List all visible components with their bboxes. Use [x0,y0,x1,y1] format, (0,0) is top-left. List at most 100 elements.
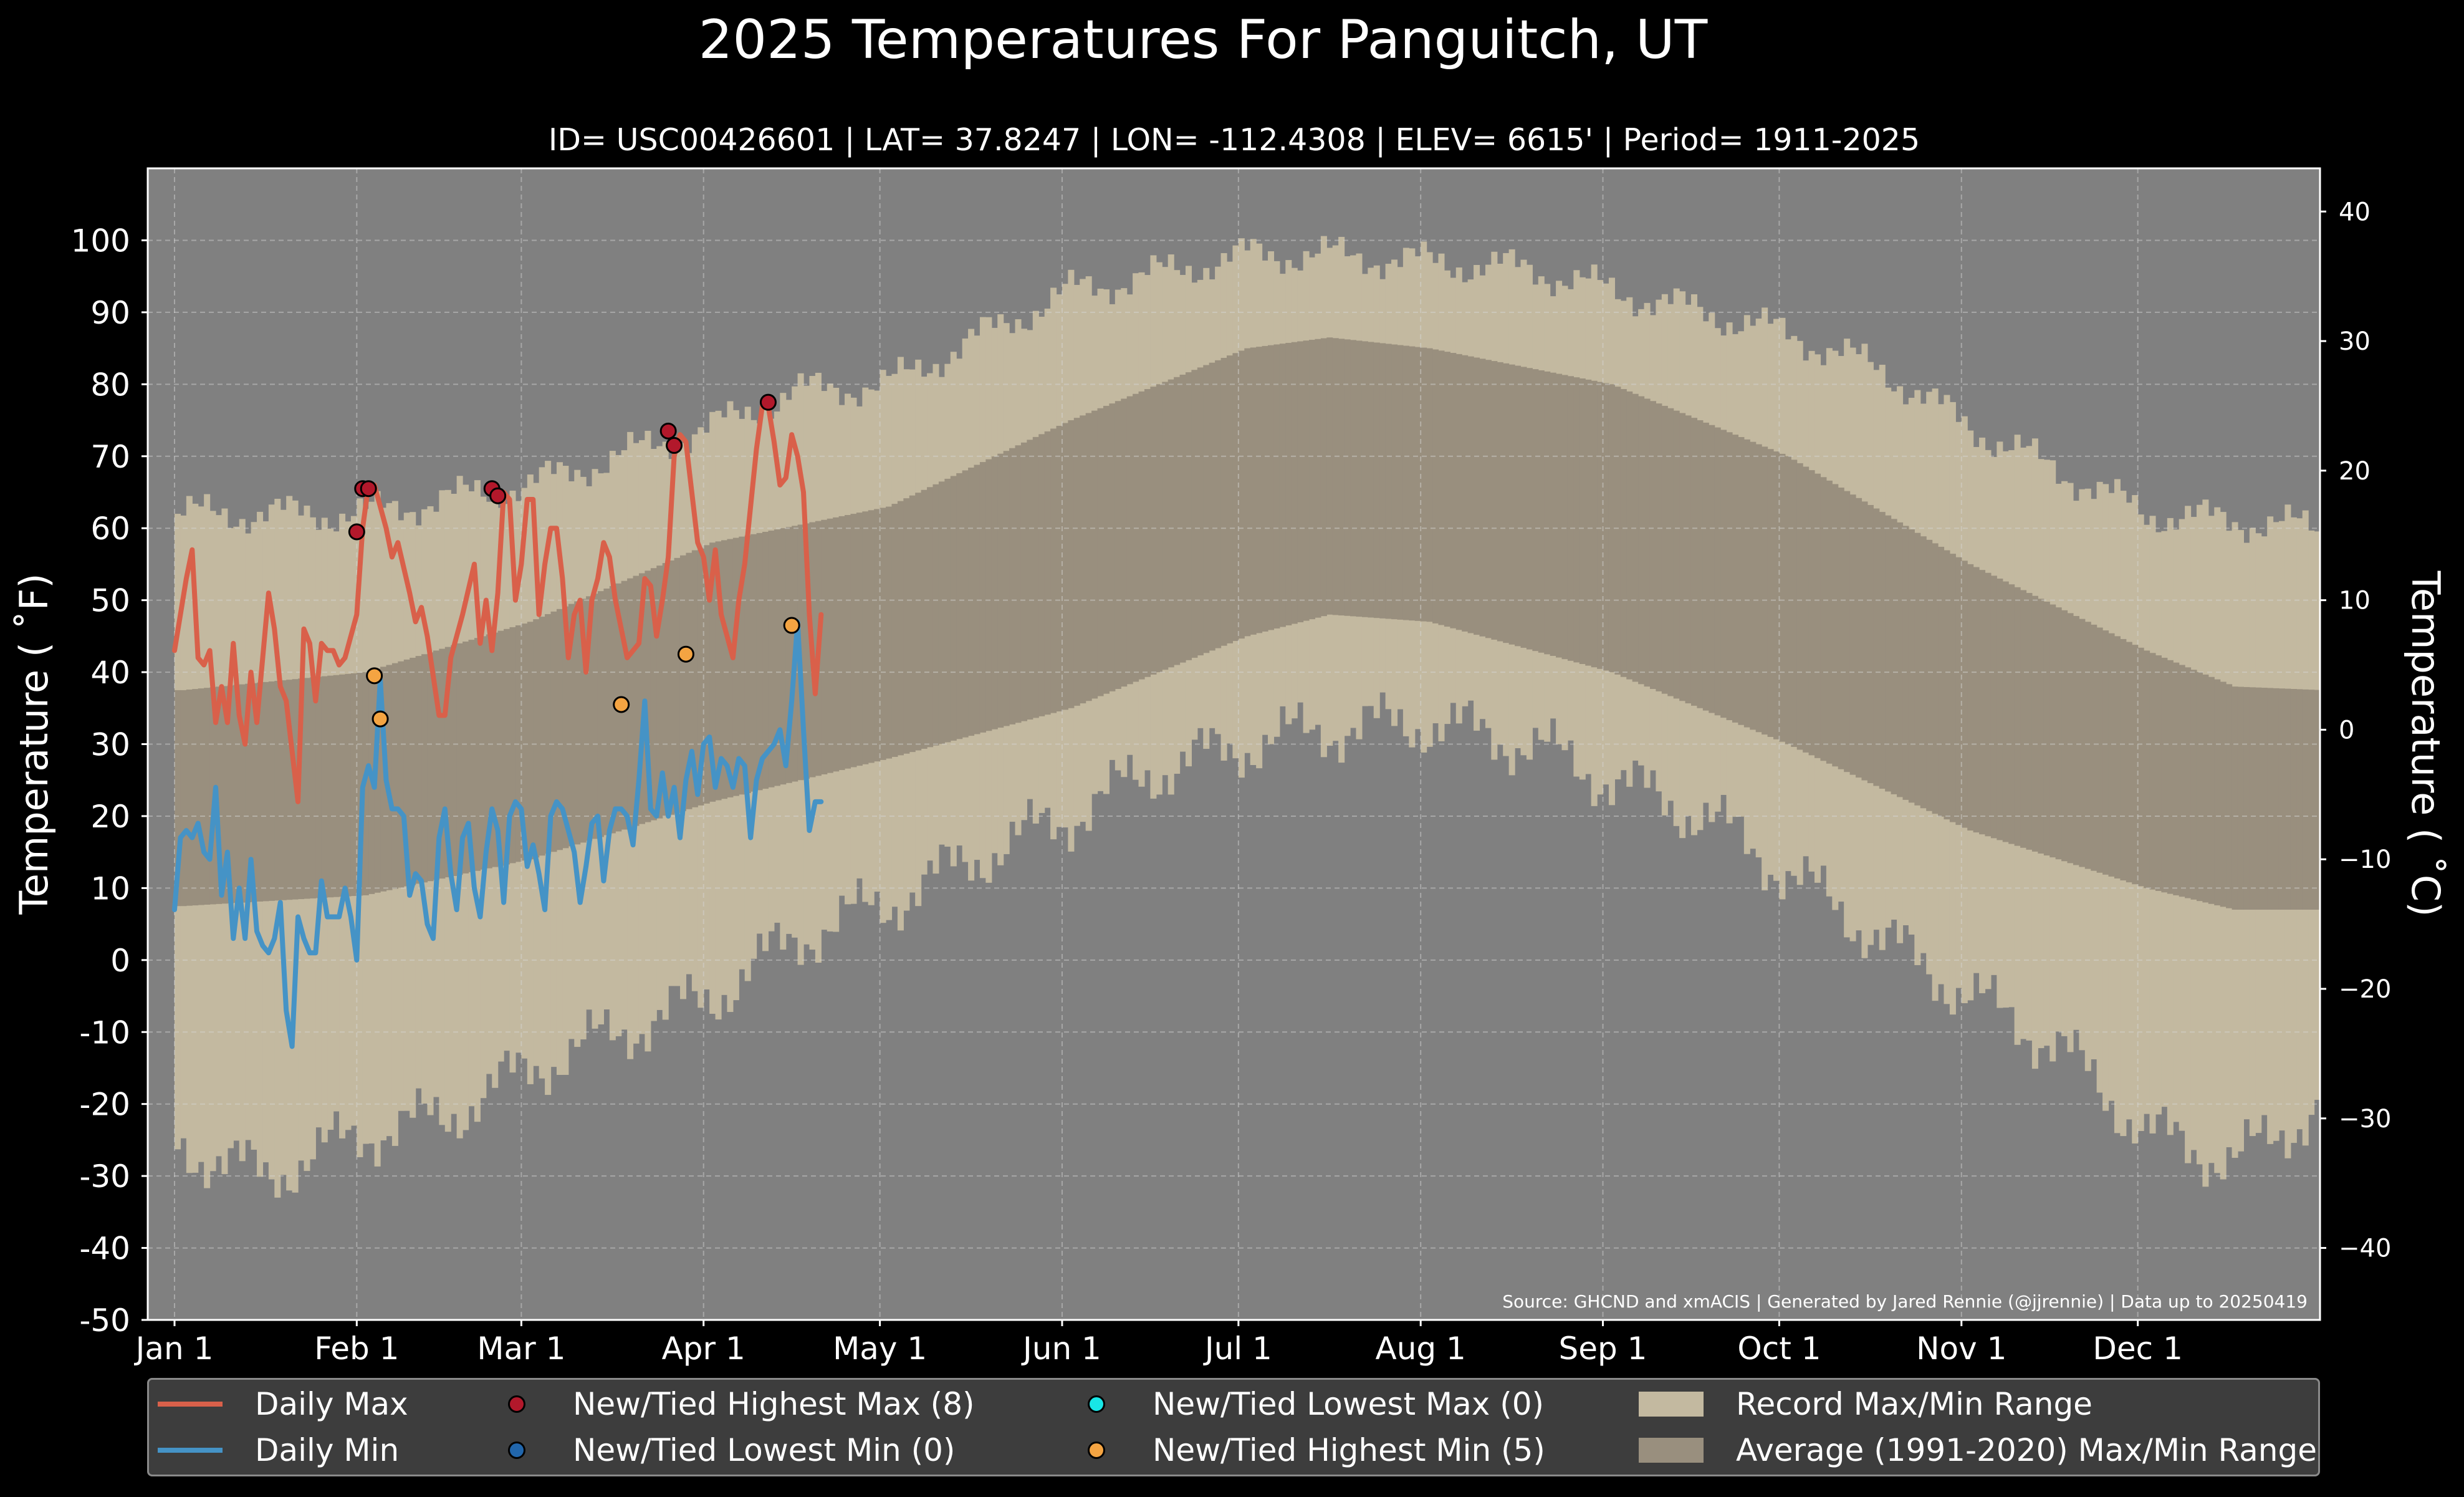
y-tick-label-left: 10 [90,870,130,907]
average-range-bar [398,661,405,888]
average-range-bar [2073,616,2079,865]
average-range-bar [2031,595,2038,852]
x-tick-label: Sep 1 [1559,1331,1647,1367]
average-range-bar [2314,690,2321,910]
average-range-bar [2102,630,2109,875]
average-range-bar [1027,440,1033,720]
average-range-bar [927,487,934,748]
high-max-marker [666,436,683,454]
average-range-bar [2084,622,2091,869]
average-range-bar [545,614,552,854]
average-range-bar [515,625,522,862]
average-range-bar [492,632,499,867]
average-range-bar [1755,444,1762,733]
legend-item-daily-min: Daily Min [158,1432,399,1468]
average-range-bar [2296,689,2303,910]
average-range-bar [662,563,669,817]
average-range-bar [1926,539,1933,811]
average-range-bar [2043,601,2050,856]
average-range-bar [268,681,275,901]
average-range-bar [1838,488,1844,769]
average-range-bar [1455,354,1462,630]
average-range-bar [1626,391,1633,680]
y-tick-label-left: -30 [79,1158,130,1195]
daily-max-swatch [158,1402,223,1407]
x-tick-label: Feb 1 [314,1331,399,1367]
average-range-bar [1091,410,1098,699]
average-range-bar [739,536,745,795]
average-range-bar [833,517,840,772]
high-min-marker [783,617,800,634]
average-range-bar [333,675,340,897]
average-range-bar [721,540,728,799]
y-tick-label-left: -20 [79,1087,130,1123]
y-tick-label-right: 20 [2339,457,2371,486]
average-range-bar [175,690,181,907]
average-range-bar [1085,413,1092,701]
average-range-bar [1115,401,1121,689]
average-range-bar [1338,339,1345,616]
average-range-bar [2020,590,2027,848]
average-range-bar [1174,377,1181,665]
average-range-bar [709,542,716,802]
high-min-marker [613,696,630,713]
y-tick-label-left: 0 [110,943,130,979]
average-range-bar [374,668,381,893]
average-range-bar [2255,687,2262,910]
average-range-bar [1944,550,1950,820]
average-range-bar [2243,686,2250,910]
legend-label: New/Tied Highest Max (8) [573,1386,975,1422]
average-range-bar [1803,466,1810,753]
average-range-bar [1467,356,1474,633]
legend-item-low-max: New/Tied Lowest Max (0) [1065,1386,1544,1422]
average-range-bar [1920,536,1927,809]
average-range-bar [1068,420,1075,708]
average-range-bar [2202,674,2209,903]
average-range-bar [944,478,951,743]
average-range-bar [1556,373,1563,658]
average-range-bar [897,501,904,756]
average-range-bar [727,539,734,797]
y-tick-label-left: -50 [79,1302,130,1339]
average-range-bar [2049,604,2056,858]
average-range-bar [1873,508,1880,786]
y-tick-label-left: 90 [90,295,130,331]
average-range-bar [1955,557,1962,826]
average-range-bar [421,654,428,883]
average-range-bar [2196,672,2203,902]
average-range-bar [838,516,845,771]
average-range-bar [1856,498,1862,778]
average-range-bar [1608,384,1615,673]
average-range-bar [521,623,528,861]
average-range-bar [1690,418,1698,706]
y-axis-label-left: Temperature ( ˚F) [11,573,57,915]
x-tick-label: Oct 1 [1737,1331,1821,1367]
average-range-bar [656,566,663,819]
high-max-marker [360,480,377,498]
average-range-bar [1379,343,1386,619]
average-range-bar [433,650,439,880]
average-range-bar [2226,684,2233,908]
average-range-bar [1050,428,1057,713]
average-range-bar [1550,372,1556,656]
average-range-bar [1791,460,1798,747]
average-range-bar [645,570,651,822]
average-range-bars [175,337,2321,910]
average-range-bar [862,511,869,764]
average-range-bar [1573,377,1580,663]
average-range-bar [1203,365,1210,653]
average-range-bar [1967,564,1974,831]
average-range-bar [650,568,657,821]
high-max-marker [489,487,507,504]
average-range-bar [1032,436,1039,718]
average-range-bar [286,680,293,900]
average-range-bar [1538,370,1545,653]
average-range-bar [880,508,886,760]
average-range-bar [1743,439,1750,728]
average-range-bar [1421,347,1427,622]
average-range-bar [2308,690,2315,910]
average-range-bar [456,643,463,875]
average-range-bar [562,606,569,849]
average-range-bar [192,689,199,906]
